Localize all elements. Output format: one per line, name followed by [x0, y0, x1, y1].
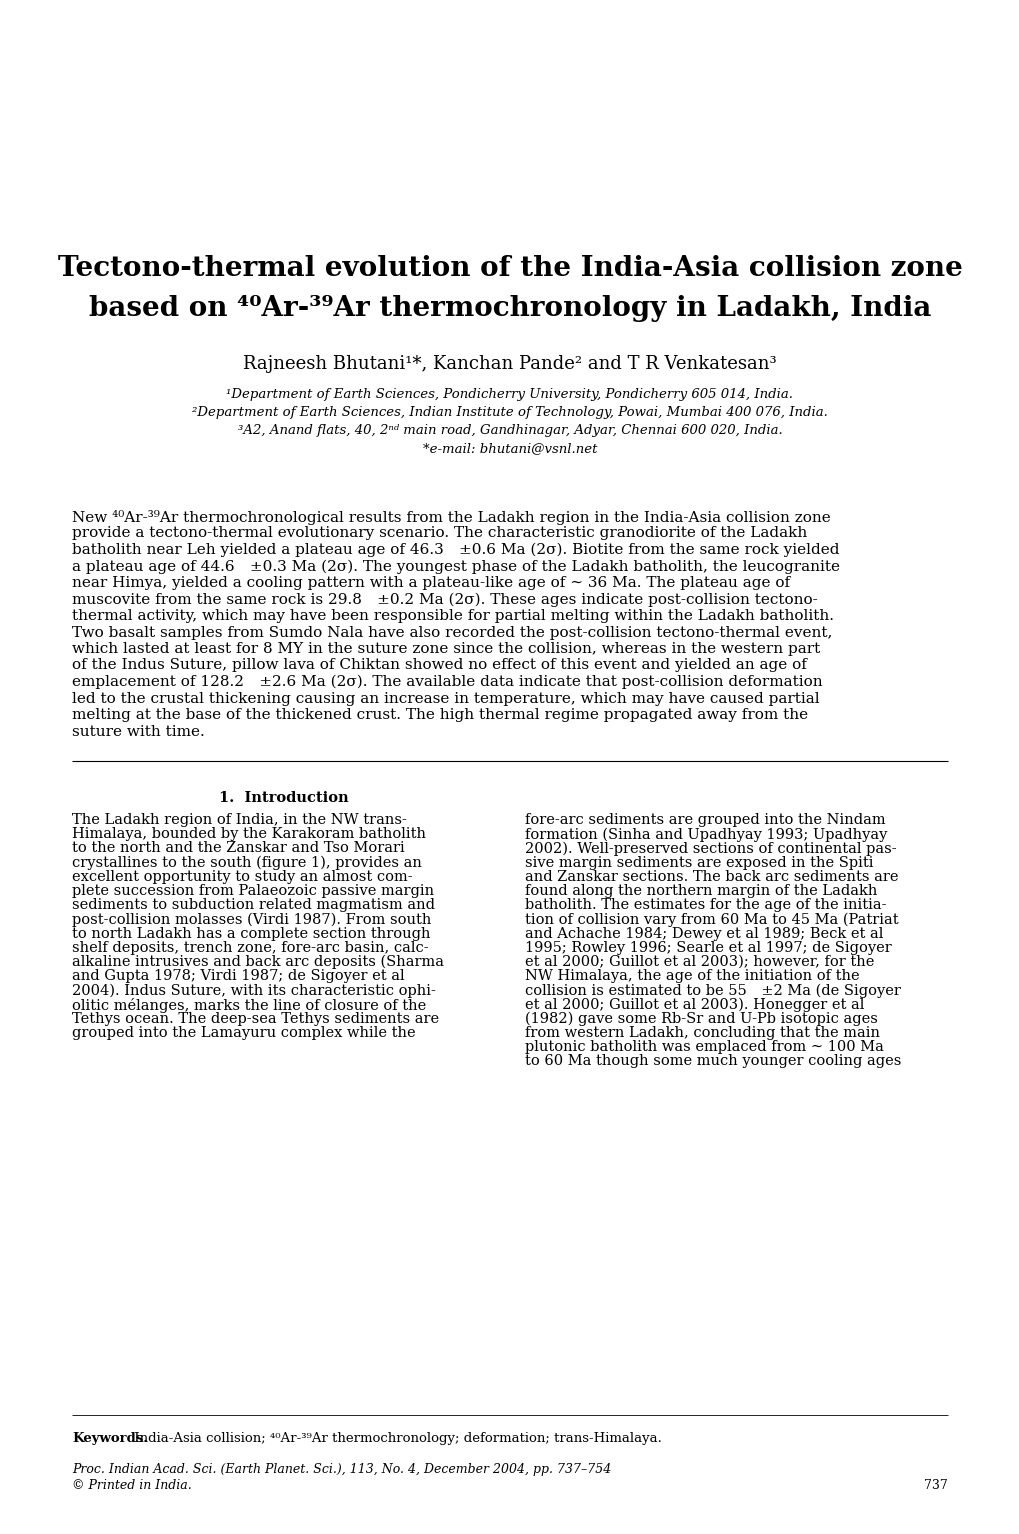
Text: to north Ladakh has a complete section through: to north Ladakh has a complete section t…	[72, 927, 430, 940]
Text: plutonic batholith was emplaced from ∼ 100 Ma: plutonic batholith was emplaced from ∼ 1…	[525, 1040, 883, 1054]
Text: post-collision molasses (Virdi 1987). From south: post-collision molasses (Virdi 1987). Fr…	[72, 913, 431, 927]
Text: 2002). Well-preserved sections of continental pas-: 2002). Well-preserved sections of contin…	[525, 842, 896, 856]
Text: excellent opportunity to study an almost com-: excellent opportunity to study an almost…	[72, 870, 413, 884]
Text: to 60 Ma though some much younger cooling ages: to 60 Ma though some much younger coolin…	[525, 1054, 901, 1068]
Text: Proc. Indian Acad. Sci. (Earth Planet. Sci.), 113, No. 4, December 2004, pp. 737: Proc. Indian Acad. Sci. (Earth Planet. S…	[72, 1463, 610, 1476]
Text: Two basalt samples from Sumdo Nala have also recorded the post-collision tectono: Two basalt samples from Sumdo Nala have …	[72, 626, 832, 640]
Text: Keywords.: Keywords.	[72, 1433, 148, 1445]
Text: to the north and the Zanskar and Tso Morari: to the north and the Zanskar and Tso Mor…	[72, 842, 405, 856]
Text: from western Ladakh, concluding that the main: from western Ladakh, concluding that the…	[525, 1026, 879, 1040]
Text: based on ⁴⁰Ar-³⁹Ar thermochronology in Ladakh, India: based on ⁴⁰Ar-³⁹Ar thermochronology in L…	[89, 295, 930, 322]
Text: grouped into the Lamayuru complex while the: grouped into the Lamayuru complex while …	[72, 1026, 415, 1040]
Text: a plateau age of 44.6 ±0.3 Ma (2σ). The youngest phase of the Ladakh batholith, : a plateau age of 44.6 ±0.3 Ma (2σ). The …	[72, 560, 840, 574]
Text: thermal activity, which may have been responsible for partial melting within the: thermal activity, which may have been re…	[72, 609, 834, 623]
Text: muscovite from the same rock is 29.8 ±0.2 Ma (2σ). These ages indicate post-coll: muscovite from the same rock is 29.8 ±0.…	[72, 592, 817, 607]
Text: batholith. The estimates for the age of the initia-: batholith. The estimates for the age of …	[525, 899, 886, 913]
Text: Rajneesh Bhutani¹*, Kanchan Pande² and T R Venkatesan³: Rajneesh Bhutani¹*, Kanchan Pande² and T…	[243, 354, 776, 373]
Text: of the Indus Suture, pillow lava of Chiktan showed no effect of this event and y: of the Indus Suture, pillow lava of Chik…	[72, 658, 806, 672]
Text: © Printed in India.: © Printed in India.	[72, 1479, 192, 1493]
Text: sediments to subduction related magmatism and: sediments to subduction related magmatis…	[72, 899, 434, 913]
Text: batholith near Leh yielded a plateau age of 46.3 ±0.6 Ma (2σ). Biotite from the : batholith near Leh yielded a plateau age…	[72, 543, 839, 557]
Text: suture with time.: suture with time.	[72, 724, 205, 738]
Text: plete succession from Palaeozoic passive margin: plete succession from Palaeozoic passive…	[72, 884, 434, 897]
Text: near Himya, yielded a cooling pattern with a plateau-like age of ∼ 36 Ma. The pl: near Himya, yielded a cooling pattern wi…	[72, 575, 790, 591]
Text: and Achache 1984; Dewey et al 1989; Beck et al: and Achache 1984; Dewey et al 1989; Beck…	[525, 927, 882, 940]
Text: ¹Department of Earth Sciences, Pondicherry University, Pondicherry 605 014, Indi: ¹Department of Earth Sciences, Pondicher…	[226, 388, 793, 400]
Text: The Ladakh region of India, in the NW trans-: The Ladakh region of India, in the NW tr…	[72, 813, 407, 827]
Text: tion of collision vary from 60 Ma to 45 Ma (Patriat: tion of collision vary from 60 Ma to 45 …	[525, 913, 898, 927]
Text: sive margin sediments are exposed in the Spiti: sive margin sediments are exposed in the…	[525, 856, 872, 870]
Text: melting at the base of the thickened crust. The high thermal regime propagated a: melting at the base of the thickened cru…	[72, 709, 807, 723]
Text: et al 2000; Guillot et al 2003); however, for the: et al 2000; Guillot et al 2003); however…	[525, 956, 873, 969]
Text: collision is estimated to be 55 ±2 Ma (de Sigoyer: collision is estimated to be 55 ±2 Ma (d…	[525, 983, 900, 997]
Text: provide a tectono-thermal evolutionary scenario. The characteristic granodiorite: provide a tectono-thermal evolutionary s…	[72, 526, 806, 540]
Text: Himalaya, bounded by the Karakoram batholith: Himalaya, bounded by the Karakoram batho…	[72, 827, 426, 841]
Text: olitic mélanges, marks the line of closure of the: olitic mélanges, marks the line of closu…	[72, 997, 426, 1012]
Text: 1.  Introduction: 1. Introduction	[218, 792, 347, 805]
Text: NW Himalaya, the age of the initiation of the: NW Himalaya, the age of the initiation o…	[525, 969, 859, 983]
Text: New ⁴⁰Ar-³⁹Ar thermochronological results from the Ladakh region in the India-As: New ⁴⁰Ar-³⁹Ar thermochronological result…	[72, 509, 829, 525]
Text: crystallines to the south (figure 1), provides an: crystallines to the south (figure 1), pr…	[72, 856, 422, 870]
Text: 737: 737	[923, 1479, 947, 1493]
Text: shelf deposits, trench zone, fore-arc basin, calc-: shelf deposits, trench zone, fore-arc ba…	[72, 940, 428, 954]
Text: Tectono-thermal evolution of the India-Asia collision zone: Tectono-thermal evolution of the India-A…	[57, 255, 962, 282]
Text: which lasted at least for 8 MY in the suture zone since the collision, whereas i: which lasted at least for 8 MY in the su…	[72, 643, 819, 657]
Text: India-Asia collision; ⁴⁰Ar-³⁹Ar thermochronology; deformation; trans-Himalaya.: India-Asia collision; ⁴⁰Ar-³⁹Ar thermoch…	[129, 1433, 661, 1445]
Text: ³A2, Anand flats, 40, 2ⁿᵈ main road, Gandhinagar, Adyar, Chennai 600 020, India.: ³A2, Anand flats, 40, 2ⁿᵈ main road, Gan…	[237, 423, 782, 437]
Text: ²Department of Earth Sciences, Indian Institute of Technology, Powai, Mumbai 400: ²Department of Earth Sciences, Indian In…	[192, 407, 827, 419]
Text: 1995; Rowley 1996; Searle et al 1997; de Sigoyer: 1995; Rowley 1996; Searle et al 1997; de…	[525, 940, 891, 954]
Text: et al 2000; Guillot et al 2003). Honegger et al: et al 2000; Guillot et al 2003). Honegge…	[525, 997, 863, 1012]
Text: Tethys ocean. The deep-sea Tethys sediments are: Tethys ocean. The deep-sea Tethys sedime…	[72, 1012, 439, 1026]
Text: and Gupta 1978; Virdi 1987; de Sigoyer et al: and Gupta 1978; Virdi 1987; de Sigoyer e…	[72, 969, 405, 983]
Text: (1982) gave some Rb-Sr and U-Pb isotopic ages: (1982) gave some Rb-Sr and U-Pb isotopic…	[525, 1012, 877, 1026]
Text: emplacement of 128.2 ±2.6 Ma (2σ). The available data indicate that post-collisi: emplacement of 128.2 ±2.6 Ma (2σ). The a…	[72, 675, 821, 689]
Text: found along the northern margin of the Ladakh: found along the northern margin of the L…	[525, 884, 876, 897]
Text: 2004). Indus Suture, with its characteristic ophi-: 2004). Indus Suture, with its characteri…	[72, 983, 435, 997]
Text: formation (Sinha and Upadhyay 1993; Upadhyay: formation (Sinha and Upadhyay 1993; Upad…	[525, 827, 887, 842]
Text: led to the crustal thickening causing an increase in temperature, which may have: led to the crustal thickening causing an…	[72, 692, 819, 706]
Text: *e-mail: bhutani@vsnl.net: *e-mail: bhutani@vsnl.net	[422, 442, 597, 456]
Text: fore-arc sediments are grouped into the Nindam: fore-arc sediments are grouped into the …	[525, 813, 884, 827]
Text: alkaline intrusives and back arc deposits (Sharma: alkaline intrusives and back arc deposit…	[72, 956, 443, 969]
Text: and Zanskar sections. The back arc sediments are: and Zanskar sections. The back arc sedim…	[525, 870, 898, 884]
